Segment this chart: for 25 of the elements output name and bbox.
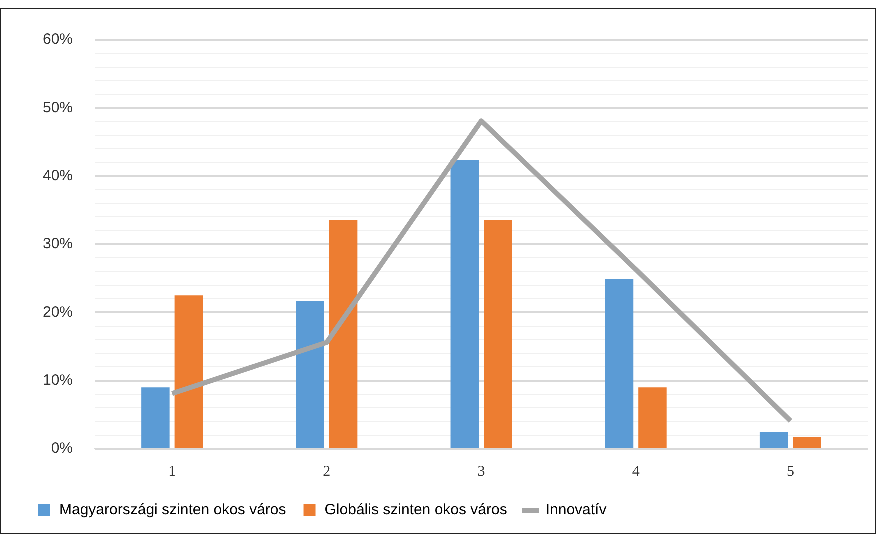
bar <box>605 279 634 448</box>
bar <box>638 388 667 448</box>
bar <box>296 301 324 448</box>
y-tick-label: 0% <box>51 440 74 458</box>
y-tick-label: 60% <box>42 31 74 48</box>
y-tick-label: 10% <box>42 372 74 389</box>
bar <box>793 437 822 448</box>
y-tick-label: 20% <box>42 304 74 321</box>
bar <box>329 220 358 448</box>
x-tick-label: 2 <box>323 464 331 480</box>
bar <box>760 432 788 448</box>
legend-label: Magyarországi szinten okos város <box>60 502 286 519</box>
bar <box>450 160 480 448</box>
y-tick-label: 40% <box>42 167 74 184</box>
y-tick-label: 30% <box>42 236 74 253</box>
legend-label: Globális szinten okos város <box>324 502 508 519</box>
bar <box>484 220 512 448</box>
legend-label: Innovatív <box>546 502 608 519</box>
bar <box>174 296 204 448</box>
x-tick-label: 3 <box>478 464 486 480</box>
x-tick-label: 5 <box>786 464 794 480</box>
y-tick-label: 50% <box>42 99 74 116</box>
bar <box>142 388 170 448</box>
x-tick-label: 4 <box>632 464 640 480</box>
x-tick-label: 1 <box>168 464 176 480</box>
